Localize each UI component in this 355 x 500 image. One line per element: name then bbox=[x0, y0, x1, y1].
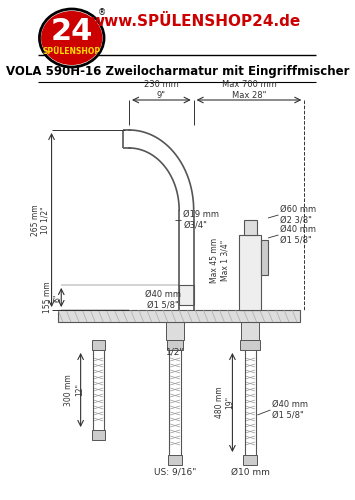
Text: Ø19 mm
Ø3/4": Ø19 mm Ø3/4" bbox=[183, 210, 219, 230]
Text: ®: ® bbox=[98, 8, 106, 18]
Text: Ø40 mm
Ø1 5/8": Ø40 mm Ø1 5/8" bbox=[145, 290, 181, 310]
Text: 230 mm
9": 230 mm 9" bbox=[144, 80, 179, 100]
Bar bbox=[241, 322, 259, 340]
Text: 1/2": 1/2" bbox=[166, 348, 184, 356]
Bar bbox=[244, 220, 257, 235]
Text: 155 mm
6": 155 mm 6" bbox=[43, 282, 62, 314]
Text: SPÜLENSHOP: SPÜLENSHOP bbox=[43, 46, 101, 56]
Bar bbox=[167, 340, 183, 350]
Bar bbox=[243, 455, 257, 465]
Text: 24: 24 bbox=[50, 18, 93, 46]
Bar bbox=[92, 430, 105, 440]
Bar bbox=[92, 340, 105, 350]
Bar bbox=[239, 235, 262, 310]
Ellipse shape bbox=[41, 11, 103, 65]
Text: Ø10 mm: Ø10 mm bbox=[231, 468, 269, 476]
Text: Max 700 mm
Max 28": Max 700 mm Max 28" bbox=[222, 80, 276, 100]
Bar bbox=[168, 455, 182, 465]
Text: VOLA 590H-16 Zweilocharmatur mit Eingriffmischer: VOLA 590H-16 Zweilocharmatur mit Eingrif… bbox=[6, 66, 349, 78]
Bar bbox=[240, 340, 260, 350]
Text: Ø40 mm
Ø1 5/8": Ø40 mm Ø1 5/8" bbox=[272, 400, 308, 419]
Text: 300 mm
12": 300 mm 12" bbox=[65, 374, 84, 406]
Text: 480 mm
19": 480 mm 19" bbox=[215, 386, 234, 418]
Text: US: 9/16": US: 9/16" bbox=[154, 468, 196, 476]
Text: Ø40 mm
Ø1 5/8": Ø40 mm Ø1 5/8" bbox=[280, 226, 316, 244]
Bar bbox=[58, 310, 300, 322]
Bar bbox=[166, 322, 184, 340]
Bar bbox=[262, 240, 268, 275]
Bar bbox=[179, 285, 194, 305]
Text: Max 45 mm
Max 1 3/4": Max 45 mm Max 1 3/4" bbox=[210, 238, 229, 282]
Text: Ø60 mm
Ø2 3/8": Ø60 mm Ø2 3/8" bbox=[280, 206, 316, 225]
Text: 265 mm
10 1/2": 265 mm 10 1/2" bbox=[31, 204, 50, 236]
Ellipse shape bbox=[39, 9, 104, 67]
Text: www.SPÜLENSHOP24.de: www.SPÜLENSHOP24.de bbox=[90, 14, 300, 30]
